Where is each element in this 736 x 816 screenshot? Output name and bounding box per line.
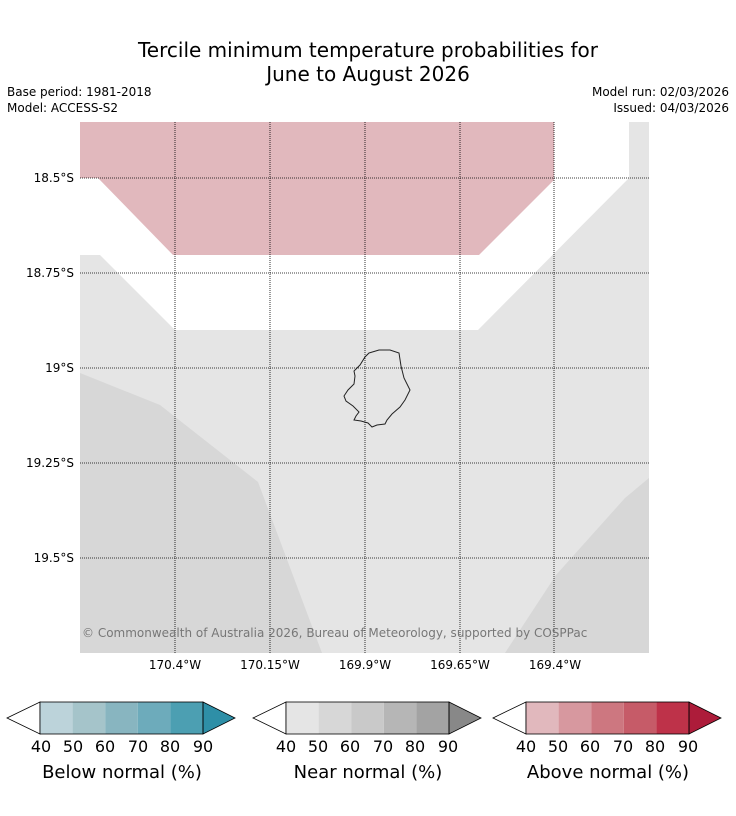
lon-label-169-9: 169.9°W bbox=[338, 658, 392, 672]
tick: 40 bbox=[275, 737, 297, 756]
colorbar-segment bbox=[558, 702, 592, 734]
lat-label-19-5: 19.5°S bbox=[33, 551, 74, 565]
colorbar-outline bbox=[39, 701, 204, 735]
colorbar-outline bbox=[525, 701, 690, 735]
near-normal-50-region-left bbox=[80, 373, 322, 653]
tick: 40 bbox=[515, 737, 537, 756]
model-name: Model: ACCESS-S2 bbox=[7, 101, 119, 115]
colorbar-segment bbox=[623, 702, 657, 734]
colorbar-segment bbox=[526, 702, 559, 734]
colorbar-segment bbox=[591, 702, 624, 734]
niue-island-outline bbox=[343, 349, 411, 428]
gridlines bbox=[80, 122, 649, 653]
tick: 60 bbox=[94, 737, 116, 756]
tick: 50 bbox=[307, 737, 329, 756]
meta-right: Model run: 02/03/2026 Issued: 04/03/2026 bbox=[592, 84, 729, 116]
colorbar-min-extend bbox=[252, 701, 287, 735]
colorbar-segment bbox=[137, 702, 171, 734]
tick: 60 bbox=[579, 737, 601, 756]
copyright-notice: © Commonwealth of Australia 2026, Bureau… bbox=[82, 626, 588, 640]
tick: 40 bbox=[30, 737, 52, 756]
near-normal-colorbar bbox=[252, 701, 482, 735]
issued-date: Issued: 04/03/2026 bbox=[613, 101, 729, 115]
tick: 70 bbox=[127, 737, 149, 756]
above-normal-region bbox=[80, 122, 554, 255]
lat-label-19: 19°S bbox=[45, 361, 74, 375]
colorbar-min-extend bbox=[6, 701, 41, 735]
colorbar-outline bbox=[285, 701, 450, 735]
title-line-2: June to August 2026 bbox=[266, 62, 470, 86]
colorbar-segment bbox=[72, 702, 106, 734]
colorbar-segment bbox=[40, 702, 73, 734]
colorbar-segment bbox=[105, 702, 138, 734]
tick: 80 bbox=[159, 737, 181, 756]
colorbar-segment bbox=[286, 702, 319, 734]
below-normal-label: Below normal (%) bbox=[42, 762, 202, 783]
above-normal-colorbar bbox=[492, 701, 722, 735]
lon-label-170-4: 170.4°W bbox=[148, 658, 202, 672]
lat-label-18-75: 18.75°S bbox=[26, 266, 74, 280]
colorbar-segment bbox=[416, 702, 449, 734]
colorbar-min-extend bbox=[492, 701, 527, 735]
tick: 80 bbox=[404, 737, 426, 756]
colorbar-segment bbox=[170, 702, 203, 734]
tick: 70 bbox=[372, 737, 394, 756]
tick: 90 bbox=[192, 737, 214, 756]
colorbar-segment bbox=[383, 702, 417, 734]
tick: 90 bbox=[677, 737, 699, 756]
above-normal-label: Above normal (%) bbox=[526, 762, 690, 783]
lat-label-18-5: 18.5°S bbox=[33, 171, 74, 185]
tick: 80 bbox=[644, 737, 666, 756]
tick: 50 bbox=[62, 737, 84, 756]
tick: 70 bbox=[612, 737, 634, 756]
lon-label-169-4: 169.4°W bbox=[528, 658, 582, 672]
colorbar-segment bbox=[656, 702, 689, 734]
title-line-1: Tercile minimum temperature probabilitie… bbox=[137, 38, 599, 62]
base-period: Base period: 1981-2018 bbox=[7, 85, 152, 99]
lat-label-19-25: 19.25°S bbox=[26, 456, 74, 470]
tick: 50 bbox=[547, 737, 569, 756]
colorbar-segment bbox=[318, 702, 352, 734]
near-normal-label: Near normal (%) bbox=[293, 762, 443, 783]
tick: 60 bbox=[339, 737, 361, 756]
map-title: Tercile minimum temperature probabilitie… bbox=[0, 38, 736, 86]
tick: 90 bbox=[437, 737, 459, 756]
lon-label-170-15: 170.15°W bbox=[240, 658, 300, 672]
colorbar-max-extend bbox=[448, 701, 482, 735]
colorbar-segment bbox=[351, 702, 384, 734]
below-normal-colorbar bbox=[6, 701, 236, 735]
colorbar-max-extend bbox=[688, 701, 722, 735]
model-run: Model run: 02/03/2026 bbox=[591, 85, 729, 99]
colorbar-max-extend bbox=[202, 701, 236, 735]
near-normal-50-region-right bbox=[505, 478, 649, 653]
lon-label-169-65: 169.65°W bbox=[430, 658, 490, 672]
meta-left: Base period: 1981-2018 Model: ACCESS-S2 bbox=[7, 84, 152, 116]
